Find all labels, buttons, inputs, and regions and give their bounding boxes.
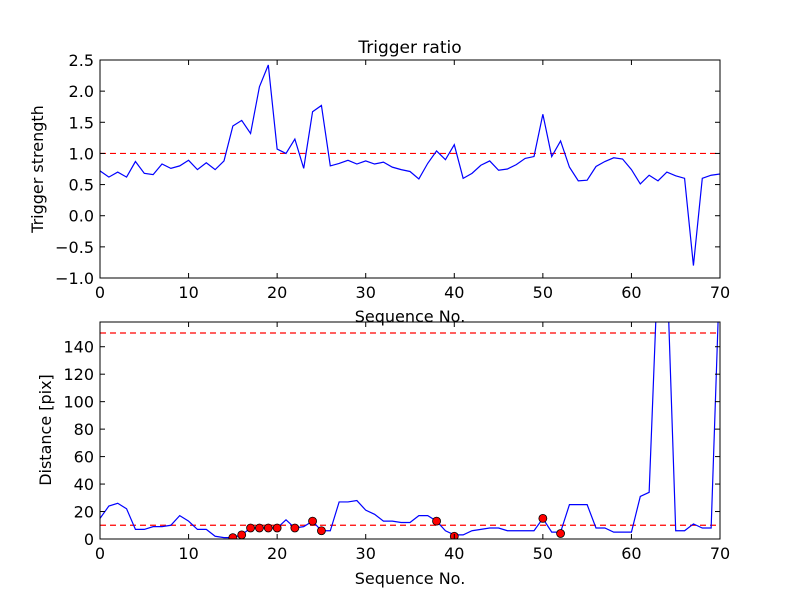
- data-point: [263, 523, 273, 533]
- y-axis-label: Distance [pix]: [36, 374, 55, 486]
- x-tick-label: 10: [178, 544, 198, 563]
- x-tick-label: 20: [267, 544, 287, 563]
- series-line: [100, 322, 719, 539]
- trigger-ratio-chart: Trigger ratio 0 10 20 30 40 50 60 70 −1.0 −0.5 0.…: [28, 38, 730, 326]
- y-tick-label: 60: [74, 448, 94, 467]
- plot-area: [100, 322, 720, 539]
- x-axis-ticks: 0 10 20 30 40 50 60 70: [95, 322, 730, 563]
- y-axis-ticks: 0 20 40 60 80 100 120 140: [63, 338, 720, 549]
- plot-layer: [100, 64, 720, 266]
- plot-area: [100, 64, 720, 266]
- x-tick-label: 70: [710, 283, 730, 302]
- data-point: [317, 526, 326, 536]
- x-axis-label: Sequence No.: [355, 307, 466, 326]
- x-axis-label: Sequence No.: [355, 569, 466, 588]
- y-tick-label: 1.5: [69, 113, 94, 132]
- y-axis-label: Trigger strength: [28, 105, 47, 234]
- data-point: [538, 513, 548, 523]
- data-point: [272, 523, 282, 533]
- y-tick-label: 120: [63, 365, 94, 384]
- y-tick-label: −1.0: [55, 269, 94, 288]
- x-tick-label: 20: [267, 283, 287, 302]
- y-tick-label: 20: [74, 503, 94, 522]
- data-point: [237, 530, 247, 539]
- y-tick-label: 0.5: [69, 176, 94, 195]
- data-point: [246, 523, 255, 533]
- x-tick-label: 70: [710, 544, 730, 563]
- data-point: [556, 529, 565, 538]
- y-tick-label: 1.0: [69, 144, 94, 163]
- y-tick-label: −0.5: [55, 238, 94, 257]
- y-tick-label: 0.0: [69, 207, 94, 226]
- y-tick-label: 100: [63, 393, 94, 412]
- x-tick-label: 40: [444, 283, 464, 302]
- chart-title: Trigger ratio: [357, 38, 461, 58]
- x-tick-label: 60: [621, 283, 641, 302]
- axes-frame: [99, 321, 721, 540]
- x-tick-label: 0: [95, 283, 105, 302]
- x-axis-ticks: 0 10 20 30 40 50 60 70: [95, 60, 730, 302]
- series-line: [100, 64, 720, 266]
- data-point: [308, 516, 317, 526]
- axes-frame: [99, 59, 721, 279]
- data-point: [255, 523, 264, 533]
- y-tick-label: 140: [63, 338, 94, 357]
- x-tick-label: 0: [95, 544, 105, 563]
- x-tick-label: 10: [178, 283, 198, 302]
- data-point: [432, 516, 441, 526]
- y-tick-label: 80: [74, 420, 94, 439]
- data-point: [228, 533, 238, 539]
- x-tick-label: 30: [356, 544, 376, 563]
- y-tick-label: 2.0: [69, 82, 94, 101]
- x-tick-label: 50: [533, 544, 553, 563]
- distance-chart: 0 10 20 30 40 50 60 70 0 20 40 60 80 100 120 140 Seque…: [36, 321, 730, 588]
- y-tick-label: 2.5: [69, 51, 94, 70]
- plot-layer: [100, 322, 720, 539]
- x-tick-label: 50: [533, 283, 553, 302]
- data-point: [290, 523, 300, 533]
- y-tick-label: 40: [74, 475, 94, 494]
- y-axis-ticks: −1.0 −0.5 0.0 0.5 1.0 1.5 2.0 2.5: [55, 51, 720, 288]
- x-tick-label: 60: [621, 544, 641, 563]
- x-tick-label: 40: [444, 544, 464, 563]
- x-tick-label: 30: [356, 283, 376, 302]
- y-tick-label: 0: [84, 530, 94, 549]
